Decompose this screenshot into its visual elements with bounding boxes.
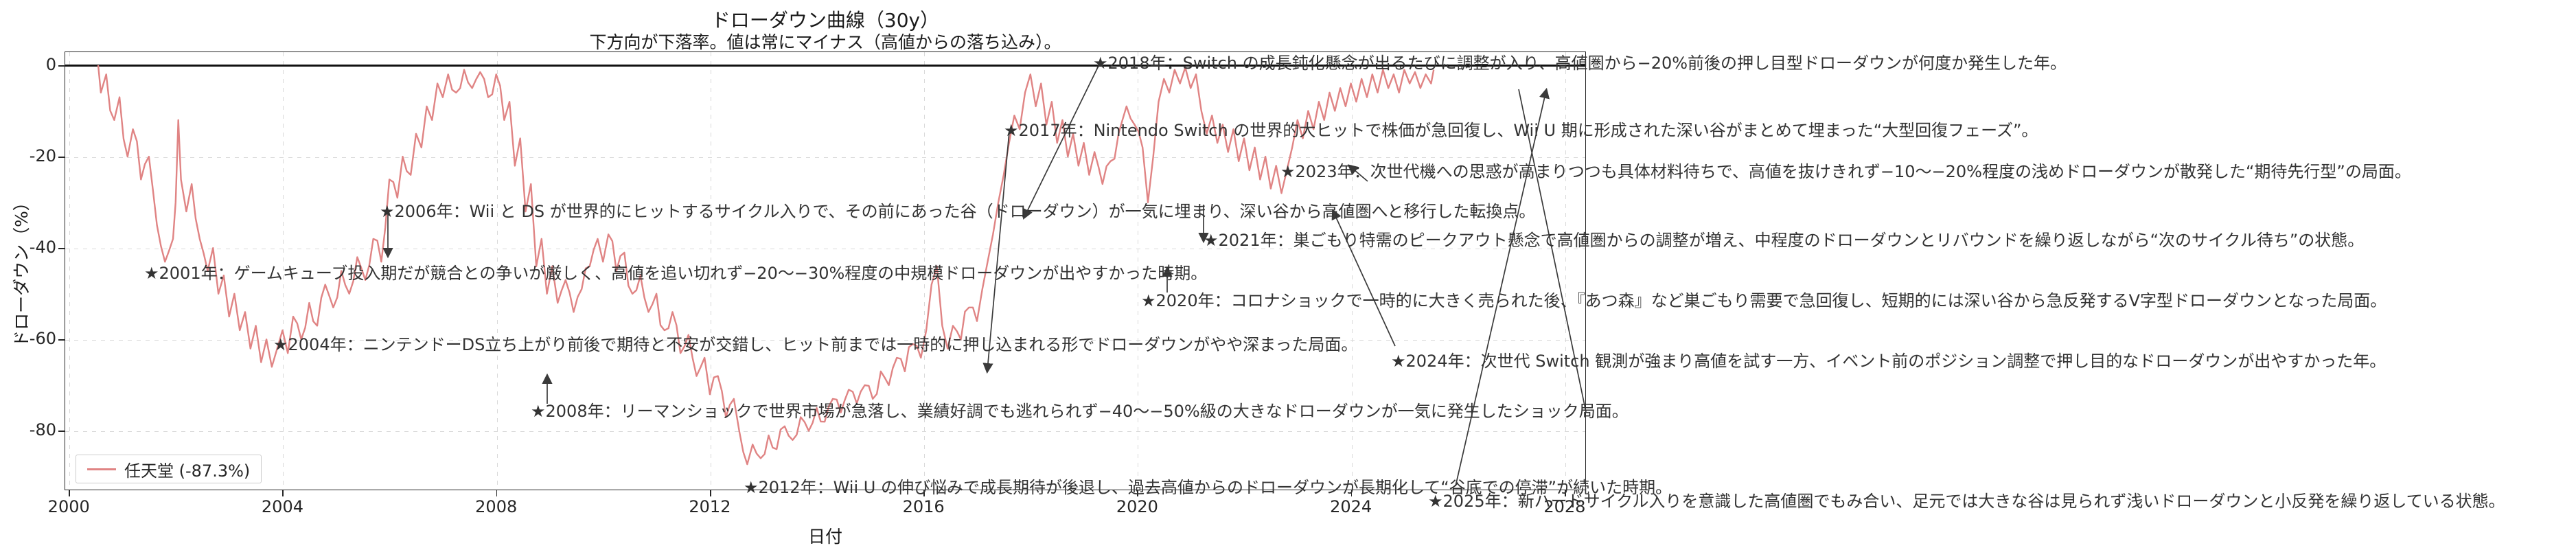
x-tickmark: [1350, 490, 1353, 496]
x-tickmark: [1564, 490, 1566, 496]
y-tick-label: -40: [29, 238, 56, 257]
x-axis-label: 日付: [807, 527, 843, 547]
x-tickmark: [496, 490, 498, 496]
legend-label: 任天堂 (-87.3%): [124, 461, 251, 481]
annotation-y2025: ★2025年：新ハードサイクル入りを意識した高値圏でもみ合い、足元では大きな谷は…: [1428, 492, 2505, 511]
chart-subtitle: 下方向が下落率。値は常にマイナス（高値からの落ち込み）。: [589, 32, 1061, 52]
y-tickmark: [58, 248, 65, 249]
y-axis-label: ドローダウン（%）: [12, 194, 32, 347]
y-tickmark: [58, 431, 65, 433]
annotation-y2021: ★2021年：巣ごもり特需のピークアウト懸念で高値圏からの調整が増え、中程度のド…: [1204, 231, 2365, 250]
x-tick-label: 2028: [1543, 497, 1586, 516]
annotation-y2008: ★2008年：リーマンショックで世界市場が急落し、業績好調でも逃れられず−40〜…: [531, 402, 1629, 421]
annotation-y2006: ★2006年：Wii と DS が世界的にヒットするサイクル入りで、その前にあっ…: [380, 202, 1536, 221]
y-tickmark: [58, 157, 65, 158]
x-tick-label: 2012: [689, 497, 731, 516]
annotation-y2004: ★2004年：ニンテンドーDS立ち上がり前後で期待と不安が交錯し、ヒット前までは…: [273, 335, 1358, 354]
chart-title: ドローダウン曲線（30y）: [711, 9, 940, 32]
x-tick-label: 2004: [261, 497, 303, 516]
y-tick-label: -20: [29, 146, 56, 166]
annotation-y2001: ★2001年：ゲームキューブ投入期だが競合との争いが厳しく、高値を追い切れず−2…: [144, 264, 1208, 283]
annotation-y2017: ★2017年：Nintendo Switch の世界的大ヒットで株価が急回復し、…: [1004, 121, 2038, 140]
annotation-y2018: ★2018年：Switch の成長鈍化懸念が出るたびに調整が入り、高値圏から−2…: [1093, 54, 2067, 73]
x-tickmark: [282, 490, 284, 496]
y-tick-label: 0: [45, 54, 56, 74]
x-gridline: [69, 52, 71, 490]
y-gridline: [65, 431, 1585, 433]
x-tickmark: [709, 490, 711, 496]
x-tick-label: 2024: [1330, 497, 1372, 516]
y-tickmark: [58, 339, 65, 341]
y-tick-label: -60: [29, 329, 56, 349]
x-tick-label: 2008: [475, 497, 518, 516]
x-tickmark: [69, 490, 70, 496]
x-tickmark: [1137, 490, 1139, 496]
x-tick-label: 2016: [902, 497, 945, 516]
x-tick-label: 2000: [47, 497, 90, 516]
x-tick-label: 2020: [1116, 497, 1158, 516]
y-tick-label: -80: [29, 420, 56, 440]
annotation-y2024: ★2024年：次世代 Switch 観測が強まり高値を試す一方、イベント前のポジ…: [1391, 352, 2387, 371]
annotation-y2023: ★2023年：次世代機への思惑が高まりつつも具体材料待ちで、高値を抜けきれず−1…: [1280, 162, 2411, 181]
legend-line-swatch: [87, 468, 116, 470]
y-tickmark: [58, 65, 65, 67]
annotation-y2020: ★2020年：コロナショックで一時的に大きく売られた後、『あつ森』など巣ごもり需…: [1141, 291, 2387, 310]
x-tickmark: [923, 490, 925, 496]
legend: 任天堂 (-87.3%): [76, 455, 262, 483]
